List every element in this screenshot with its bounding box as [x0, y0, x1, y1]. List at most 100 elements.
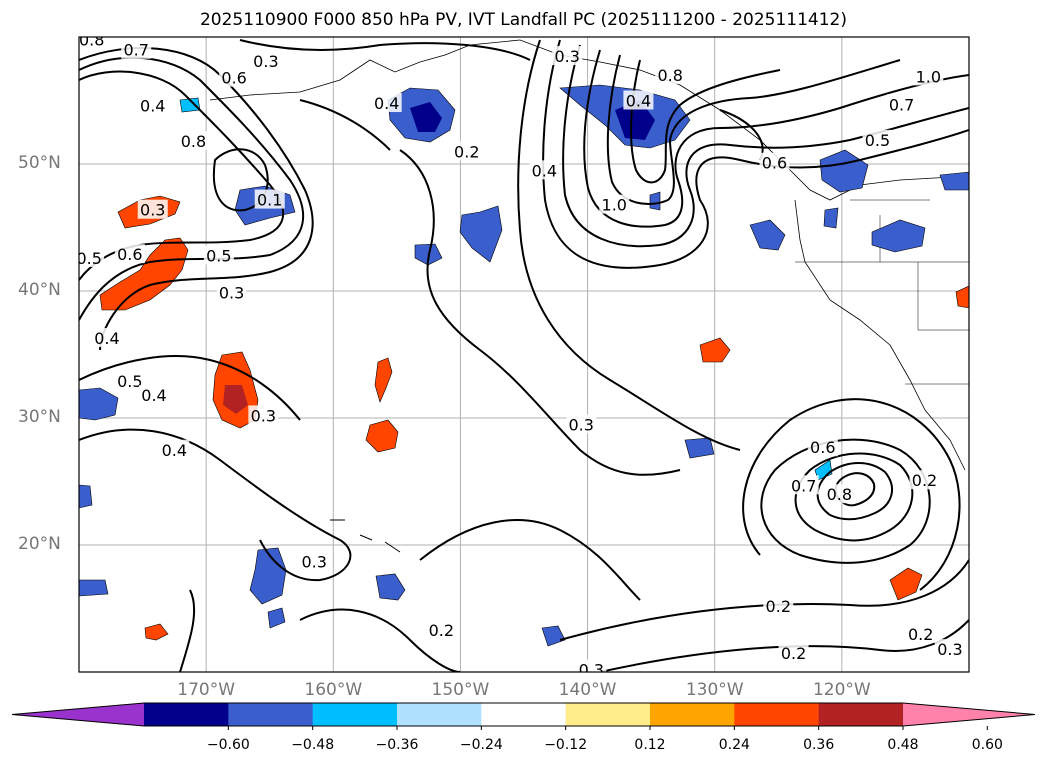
- pv-positive-inner: [223, 385, 248, 414]
- plot-area: 0.80.70.30.60.40.80.40.20.30.40.8 1.00.70…: [76, 31, 969, 679]
- contour-label-bg: [114, 371, 145, 391]
- contour-label: 0.3: [251, 406, 276, 425]
- colorbar-tick-label: −0.24: [459, 737, 503, 753]
- contour-label-bg: [909, 470, 940, 490]
- contour-label-bg: [788, 475, 819, 495]
- pv-negative-inner: [615, 100, 655, 140]
- contour-line: [79, 428, 352, 582]
- pv-negative-blob: [79, 579, 109, 597]
- pv-positive-blob: [144, 623, 169, 641]
- contour-line: [562, 44, 969, 248]
- colorbar-segment: [734, 703, 820, 726]
- contour-label: 1.0: [602, 196, 627, 215]
- contour-label-bg: [79, 247, 105, 267]
- contour-label-bg: [623, 90, 654, 110]
- contour-label: 0.8: [657, 66, 682, 85]
- contour-line: [517, 39, 741, 451]
- contour-label-bg: [254, 189, 285, 209]
- contour-label-bg: [905, 623, 936, 643]
- contour-label-bg: [250, 51, 281, 71]
- contour-label: 0.2: [908, 625, 933, 644]
- lon-tick-label: 120°W: [812, 680, 871, 700]
- contour-label: 1.0: [916, 67, 941, 86]
- contour-line: [79, 56, 304, 321]
- contour-label-bg: [824, 484, 855, 504]
- contour-label: 0.3: [555, 47, 580, 66]
- contour-label: 0.5: [865, 131, 890, 150]
- hawaii-islands: [330, 519, 401, 553]
- contour-label: 0.4: [141, 386, 166, 405]
- contour-label-bg: [178, 131, 209, 151]
- contour-line: [760, 438, 931, 564]
- colorbar-outline: [11, 702, 1036, 727]
- contour-label-bg: [759, 152, 790, 172]
- pv-positive-blob: [889, 567, 923, 601]
- contour-label: 0.3: [579, 660, 604, 679]
- pv-negative-blob: [649, 191, 661, 211]
- contour-label-bg: [219, 67, 250, 87]
- contour-label: 0.4: [532, 161, 557, 180]
- contour-line: [179, 589, 196, 672]
- colorbar-extend-high: [903, 703, 1035, 726]
- pv-negative-blob: [249, 547, 287, 605]
- contour-label: 0.5: [76, 249, 101, 268]
- colorbar-tick-label: 0.48: [887, 737, 919, 753]
- contour-label-bg: [778, 642, 809, 662]
- na-west-coastline: [794, 199, 966, 471]
- contour-line: [630, 59, 781, 184]
- contour-line: [79, 47, 314, 351]
- pv-positive-blob: [699, 337, 731, 363]
- contour-line: [299, 608, 461, 672]
- contour-line: [816, 462, 894, 521]
- contour-label-bg: [159, 439, 190, 459]
- contour-label: 0.1: [257, 191, 282, 210]
- pv-positive-blob: [365, 419, 399, 453]
- lon-tick-label: 140°W: [558, 680, 617, 700]
- contour-label: 0.2: [429, 621, 454, 640]
- colorbar-segment: [565, 703, 651, 726]
- pv-negative-blob: [79, 387, 119, 421]
- contour-label-bg: [886, 94, 917, 114]
- contour-label: 0.7: [889, 95, 914, 114]
- contour-line: [239, 39, 531, 61]
- contour-line: [559, 559, 969, 641]
- contour-label: 0.6: [221, 69, 246, 88]
- pv-negative-blob: [823, 207, 839, 229]
- contour-label: 0.6: [762, 154, 787, 173]
- colorbar-segment: [144, 703, 229, 726]
- colorbar-tick-label: 0.60: [971, 737, 1003, 753]
- contour-label-bg: [934, 639, 965, 659]
- contour-label-bg: [862, 129, 893, 149]
- contour-label: 0.3: [937, 640, 962, 659]
- colorbar-tick-label: 0.24: [718, 737, 750, 753]
- colorbar-tick-label: −0.12: [544, 737, 588, 753]
- contour-label-bg: [807, 437, 838, 457]
- pv-negative-blob: [459, 205, 503, 263]
- contour-label-bg: [529, 160, 560, 180]
- pv-negative-blob: [267, 607, 286, 629]
- contour-label: 0.8: [79, 31, 104, 50]
- lon-tick-label: 160°W: [304, 680, 363, 700]
- lon-tick-label: 150°W: [431, 680, 490, 700]
- contour-label: 0.6: [117, 245, 142, 264]
- contour-line: [834, 472, 876, 507]
- colorbar-segment: [481, 703, 567, 726]
- lat-tick-label: 40°N: [18, 280, 61, 300]
- contour-label: 0.7: [123, 41, 148, 60]
- contour-label-bg: [114, 244, 145, 264]
- contour-line: [419, 519, 641, 601]
- contour-label: 0.4: [140, 97, 165, 116]
- pv-negative-blob: [871, 219, 926, 253]
- contour-label-bg: [451, 141, 482, 161]
- pv-negative-blob: [541, 625, 566, 647]
- contour-label-bg: [599, 194, 630, 214]
- contour-label-bg: [426, 620, 457, 640]
- colorbar-tick-label: −0.60: [206, 737, 250, 753]
- contour-label: 0.6: [810, 438, 835, 457]
- colorbar: [11, 702, 1036, 730]
- contour-label: 0.4: [626, 92, 651, 111]
- map-title: 2025110900 F000 850 hPa PV, IVT Landfall…: [199, 10, 847, 30]
- contour-label: 0.5: [117, 372, 142, 391]
- contour-label-bg: [371, 93, 402, 113]
